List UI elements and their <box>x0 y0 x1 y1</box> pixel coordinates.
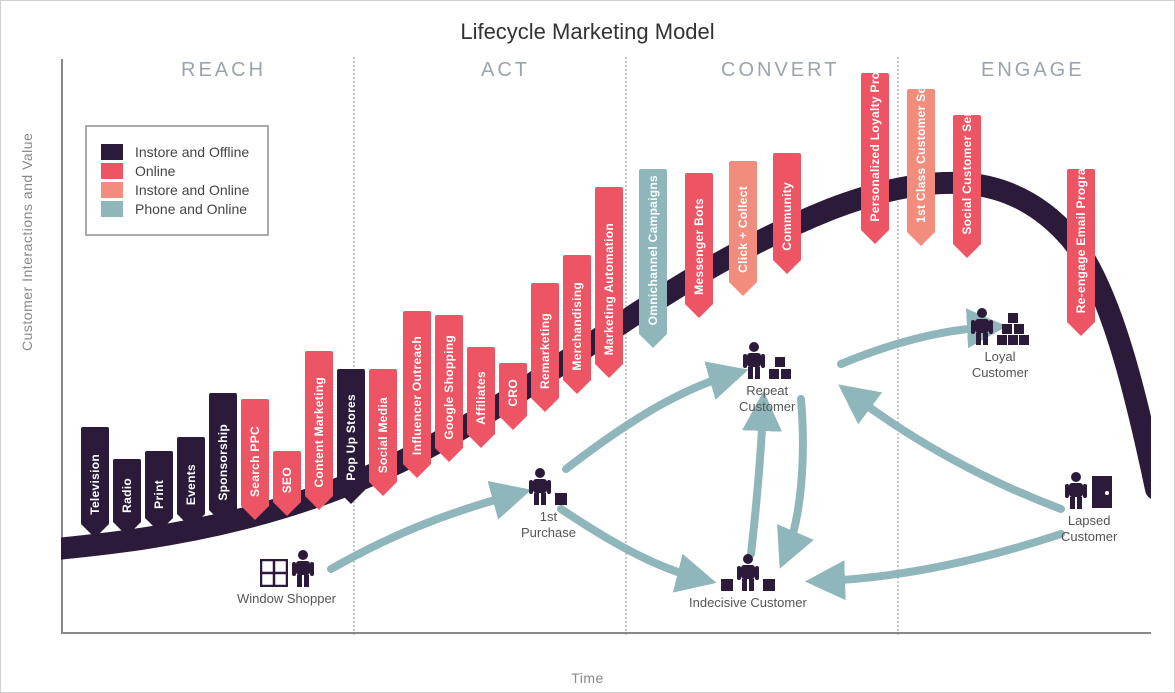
persona-label: 1stPurchase <box>521 509 576 540</box>
y-axis-label: Customer Interactions and Value <box>19 133 35 351</box>
channel-flag: Omnichannel Campaigns <box>639 169 667 348</box>
channel-flag-label: Sponsorship <box>216 424 230 501</box>
legend-label: Instore and Online <box>135 182 249 198</box>
person-icon <box>971 307 993 345</box>
legend-label: Online <box>135 163 175 179</box>
channel-flag-label: Television <box>88 454 102 515</box>
channel-flag-label: Affiliates <box>474 371 488 425</box>
persona: RepeatCustomer <box>739 341 795 414</box>
channel-flag: Click + Collect <box>729 161 757 296</box>
channel-flag-label: Click + Collect <box>736 186 750 273</box>
persona: Indecisive Customer <box>689 553 807 611</box>
door-icon <box>1091 475 1113 509</box>
channel-flag: Social Media <box>369 369 397 496</box>
person-icon <box>737 553 759 591</box>
channel-flag: SEO <box>273 451 301 516</box>
channel-flag-label: Search PPC <box>248 426 262 497</box>
channel-flag-label: Google Shopping <box>442 335 456 439</box>
channel-flag: Social Customer Service <box>953 115 981 258</box>
legend: Instore and Offline Online Instore and Onl… <box>85 125 269 236</box>
persona-label: Indecisive Customer <box>689 595 807 611</box>
channel-flag-label: SEO <box>280 467 294 493</box>
channel-flag: Print <box>145 451 173 532</box>
channel-flag-label: Social Media <box>376 397 390 473</box>
chart-area: REACHACTCONVERTENGAGE Instore and Offlin… <box>61 59 1151 654</box>
channel-flag: Sponsorship <box>209 393 237 524</box>
channel-flag-label: 1st Class Customer Service <box>914 57 928 223</box>
persona-label: LoyalCustomer <box>972 349 1028 380</box>
person-icon <box>743 341 765 379</box>
channel-flag: Pop Up Stores <box>337 369 365 504</box>
channel-flag: Personalized Loyalty Program <box>861 73 889 244</box>
box-icon <box>555 493 567 505</box>
channel-flag: Community <box>773 153 801 274</box>
channel-flag-label: Re-engage Email Program <box>1074 157 1088 313</box>
channel-flag: 1st Class Customer Service <box>907 89 935 246</box>
person-icon <box>529 467 551 505</box>
channel-flag-label: Messenger Bots <box>692 198 706 295</box>
persona-label: Window Shopper <box>237 591 336 607</box>
channel-flag: Influencer Outreach <box>403 311 431 478</box>
channel-flag-label: Print <box>152 480 166 509</box>
channel-flag-label: Community <box>780 182 794 251</box>
boxes-icon <box>997 313 1029 345</box>
person-icon <box>292 549 314 587</box>
channel-flag: Search PPC <box>241 399 269 520</box>
chart-title: Lifecycle Marketing Model <box>1 19 1174 45</box>
legend-item: Online <box>101 163 249 179</box>
legend-item: Instore and Online <box>101 182 249 198</box>
channel-flag: Radio <box>113 459 141 536</box>
box-icon <box>763 579 775 591</box>
channel-flag: Television <box>81 427 109 538</box>
channel-flag-label: Pop Up Stores <box>344 394 358 481</box>
channel-flag-label: CRO <box>506 379 520 407</box>
window-icon <box>260 559 288 587</box>
channel-flag-label: Content Marketing <box>312 377 326 487</box>
legend-swatch <box>101 182 123 198</box>
channel-flag: Marketing Automation <box>595 187 623 378</box>
channel-flag: Content Marketing <box>305 351 333 510</box>
legend-item: Phone and Online <box>101 201 249 217</box>
persona-label: LapsedCustomer <box>1061 513 1117 544</box>
channel-flag-label: Personalized Loyalty Program <box>868 41 882 221</box>
persona: LapsedCustomer <box>1061 471 1117 544</box>
channel-flag: Google Shopping <box>435 315 463 462</box>
channel-flag-label: Omnichannel Campaigns <box>646 175 660 325</box>
legend-swatch <box>101 144 123 160</box>
x-axis-label: Time <box>1 670 1174 686</box>
persona: LoyalCustomer <box>971 307 1029 380</box>
person-icon <box>1065 471 1087 509</box>
channel-flag-label: Influencer Outreach <box>410 336 424 455</box>
channel-flag: Affiliates <box>467 347 495 448</box>
boxes-icon <box>769 357 791 379</box>
channel-flag-label: Marketing Automation <box>602 223 616 355</box>
channel-flag-label: Remarketing <box>538 313 552 389</box>
legend-item: Instore and Offline <box>101 144 249 160</box>
channel-flag-label: Radio <box>120 478 134 513</box>
channel-flag: Events <box>177 437 205 528</box>
channel-flag: Re-engage Email Program <box>1067 169 1095 336</box>
legend-label: Phone and Online <box>135 201 247 217</box>
channel-flag: Merchandising <box>563 255 591 394</box>
channel-flag: CRO <box>499 363 527 430</box>
persona: 1stPurchase <box>521 467 576 540</box>
persona: Window Shopper <box>237 549 336 607</box>
channel-flag: Remarketing <box>531 283 559 412</box>
channel-flag: Messenger Bots <box>685 173 713 318</box>
legend-label: Instore and Offline <box>135 144 249 160</box>
legend-swatch <box>101 201 123 217</box>
channel-flag-label: Social Customer Service <box>960 87 974 235</box>
persona-label: RepeatCustomer <box>739 383 795 414</box>
legend-swatch <box>101 163 123 179</box>
channel-flag-label: Merchandising <box>570 282 584 371</box>
channel-flag-label: Events <box>184 464 198 505</box>
box-icon <box>721 579 733 591</box>
